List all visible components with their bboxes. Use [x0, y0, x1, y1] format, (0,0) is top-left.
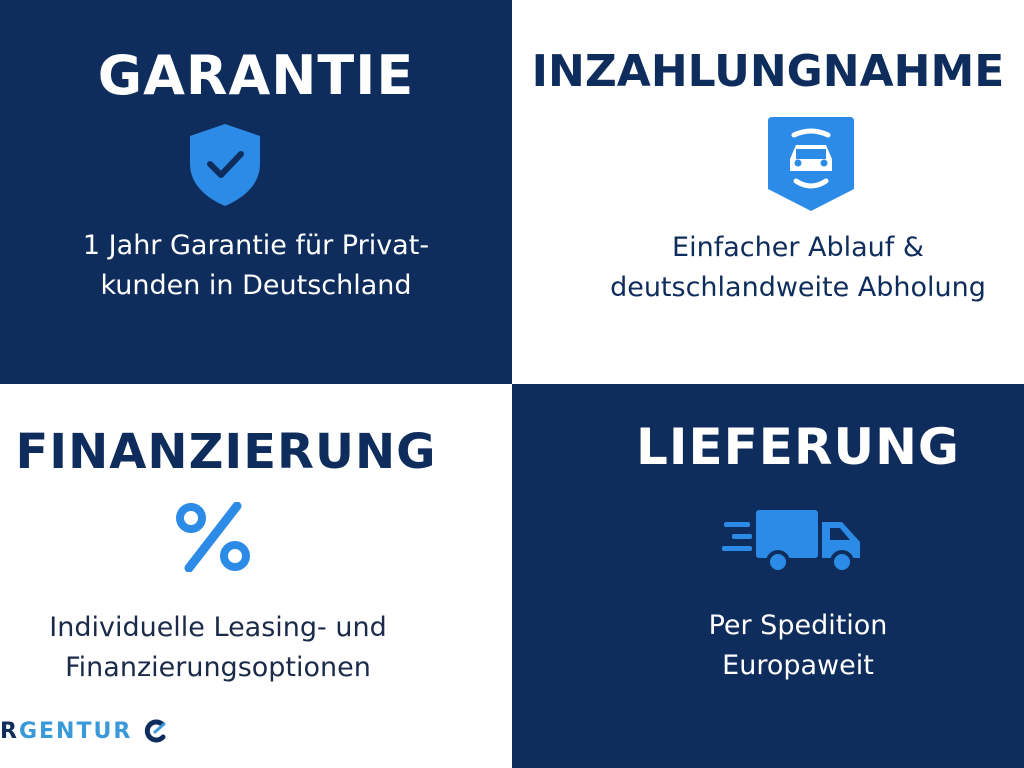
truck-icon — [722, 510, 860, 574]
percent-icon — [176, 502, 250, 572]
panel-desc-line: kunden in Deutschland — [100, 270, 412, 301]
brand-logo: RGENTUR — [0, 718, 168, 744]
panel-title: INZAHLUNGNAHME — [531, 46, 1005, 97]
car-badge-icon — [768, 117, 854, 211]
panel-desc-line: Europaweit — [722, 650, 874, 681]
panel-title: FINANZIERUNG — [15, 424, 437, 480]
shield-check-icon — [190, 124, 260, 206]
logo-text-first: R — [0, 718, 19, 744]
panel-desc-line: deutschlandweite Abholung — [610, 272, 986, 303]
panel-desc-line: Finanzierungsoptionen — [65, 652, 371, 683]
panel-desc-line: 1 Jahr Garantie für Privat- — [82, 230, 430, 261]
panel-lieferung: LIEFERUNG Per Spedition Europaweit — [512, 384, 1024, 768]
panel-finanzierung: FINANZIERUNG Individuelle Leasing- und F… — [0, 384, 512, 768]
panel-desc-line: Per Spedition — [708, 610, 888, 641]
panel-inzahlungnahme: INZAHLUNGNAHME Einfacher Ablauf & deutsc… — [512, 0, 1024, 384]
logo-mark-icon — [145, 719, 166, 743]
panel-desc-line: Einfacher Ablauf & — [672, 232, 924, 263]
panel-title: GARANTIE — [97, 44, 415, 107]
panel-desc-line: Individuelle Leasing- und — [49, 612, 387, 643]
panel-title: LIEFERUNG — [636, 418, 960, 476]
panel-garantie: GARANTIE 1 Jahr Garantie für Privat- kun… — [0, 0, 512, 384]
logo-text-rest: GENTUR — [18, 718, 133, 744]
